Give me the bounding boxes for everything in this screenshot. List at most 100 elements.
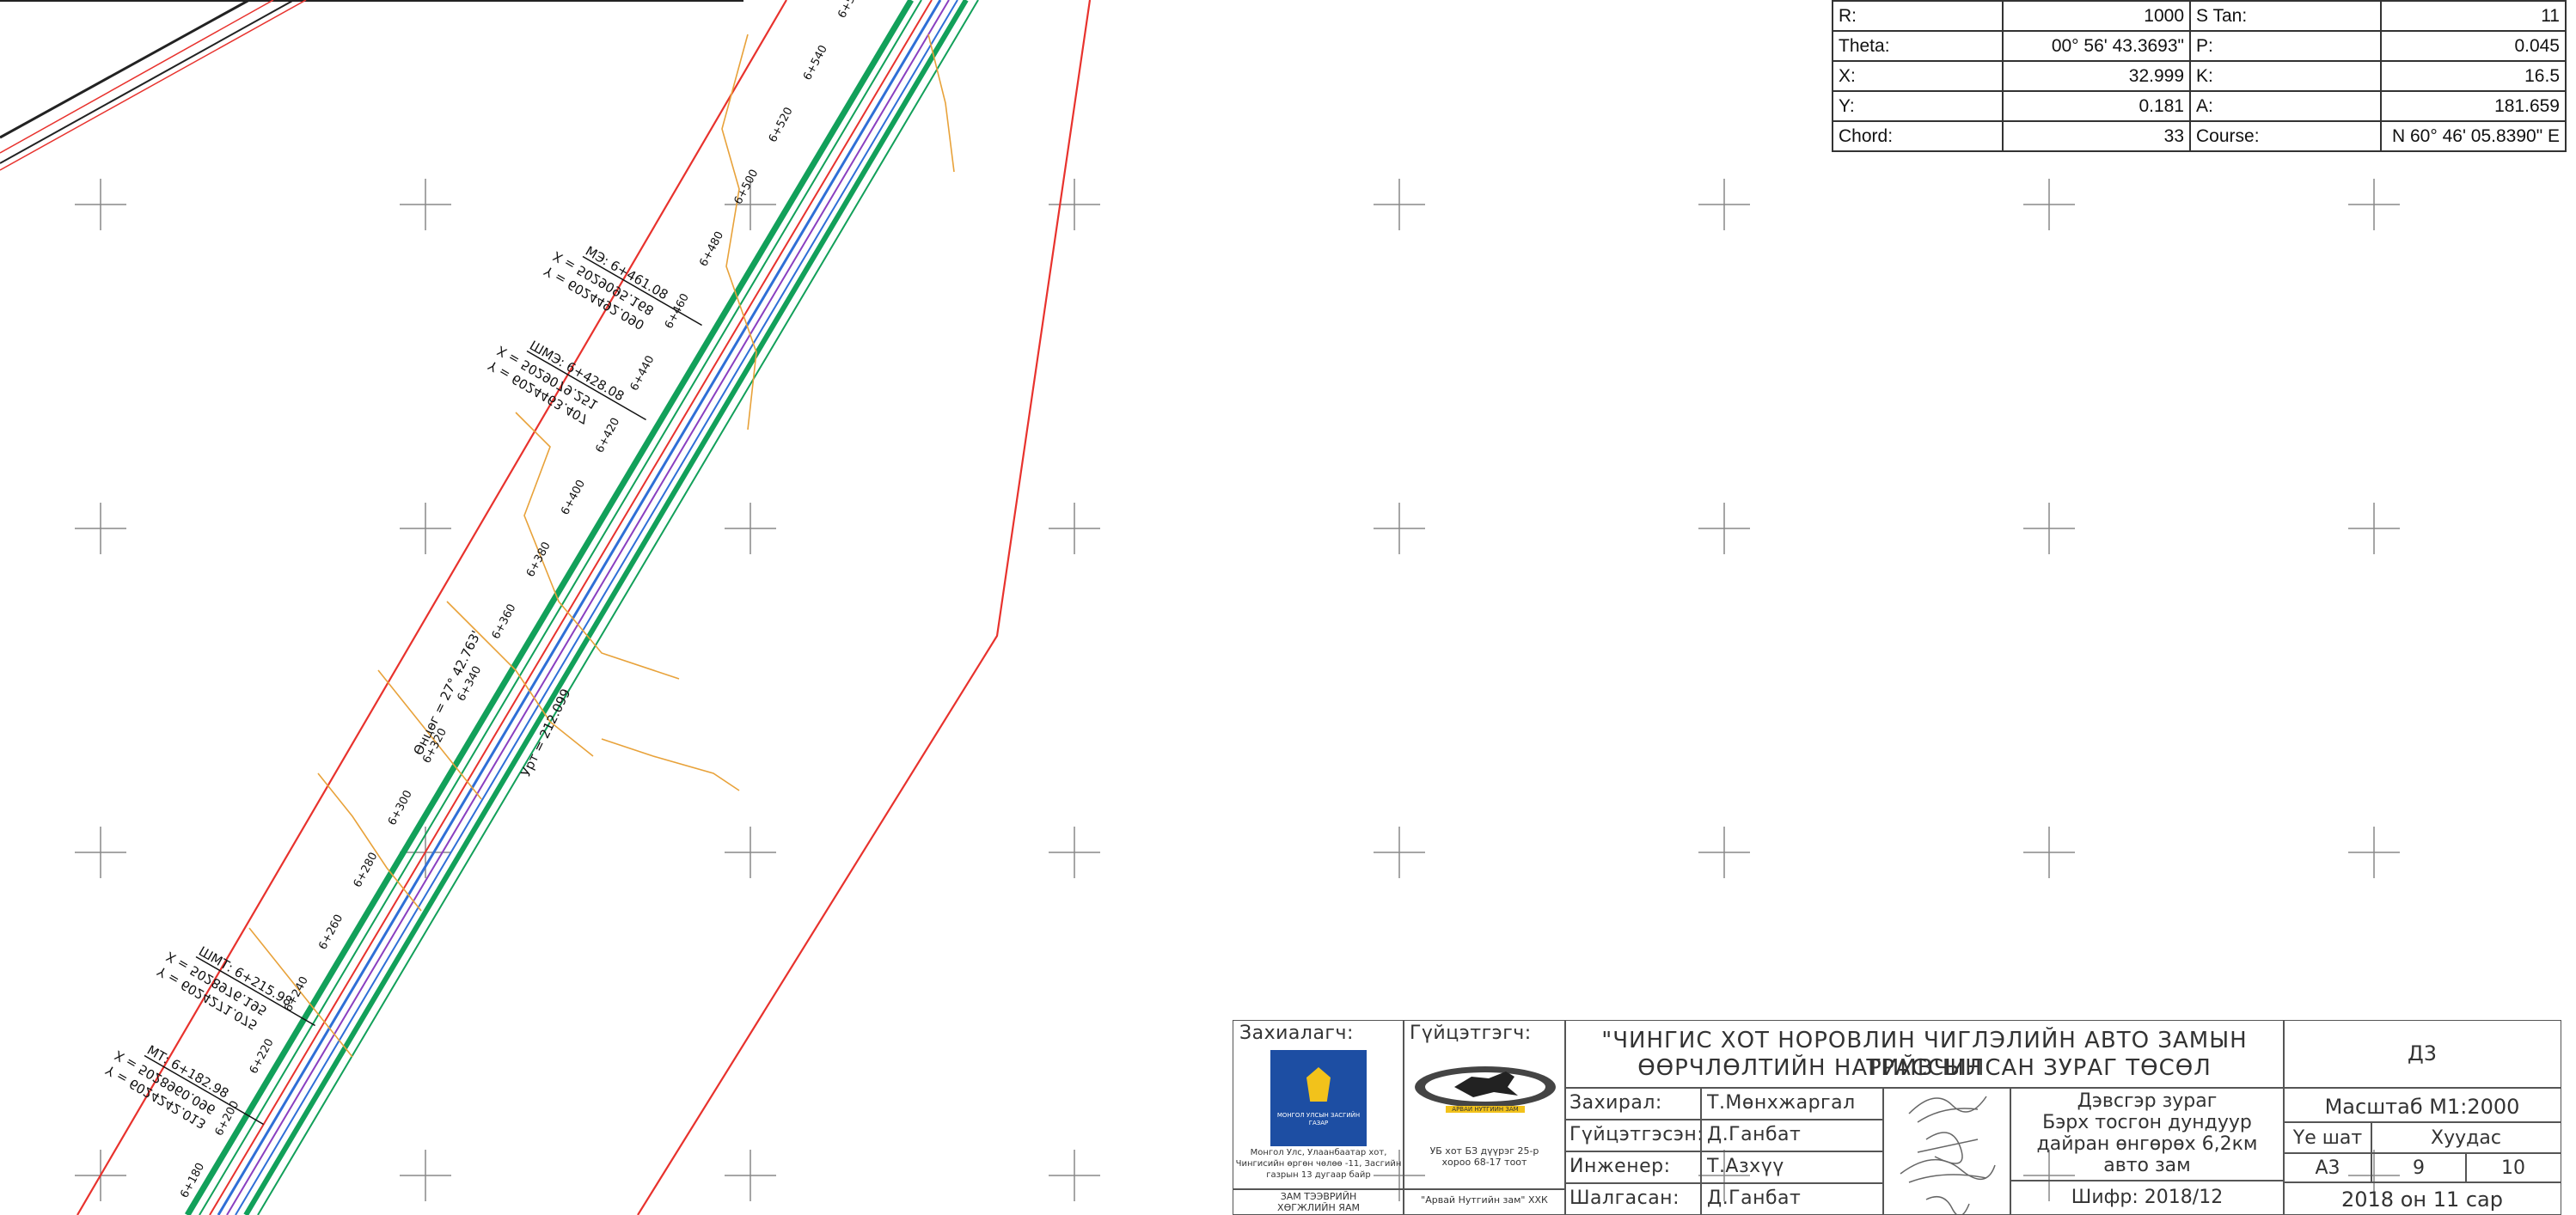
crosshair-mark: [400, 1150, 451, 1201]
contractor-logo: АРВАЙ НУТГИЙН ЗАМ: [1411, 1061, 1559, 1121]
curve-table-value2: 11: [2380, 0, 2567, 32]
person-name: Д.Ганбат: [1707, 1188, 1802, 1209]
curve-table-value: 00° 56' 43.3693": [2002, 30, 2191, 62]
crosshair-mark: [1049, 1150, 1100, 1201]
role-cell: [1564, 1119, 1702, 1152]
client-label: Захиалагч:: [1239, 1023, 1354, 1044]
station-label: 6+420: [593, 416, 622, 455]
crosshair-mark: [400, 179, 451, 230]
curve-table-value: 1000: [2002, 0, 2191, 32]
curve-table-label2: Course:: [2189, 120, 2382, 152]
client-address: Монгол Улс, Улаанбаатар хот, Чингисийн ө…: [1235, 1148, 1402, 1180]
sheet-number: 9: [2413, 1157, 2425, 1179]
crosshair-mark: [725, 827, 776, 878]
project-title-box: [1564, 1020, 2285, 1089]
station-label: 6+560: [835, 0, 865, 21]
role-label: Инженер:: [1569, 1156, 1671, 1177]
crosshair-mark: [1049, 503, 1100, 554]
crosshair-mark: [1698, 827, 1750, 878]
name-cell: [1700, 1087, 1884, 1120]
curve-table-label2: S Tan:: [2189, 0, 2382, 32]
crosshair-mark: [1374, 1150, 1425, 1201]
curve-table-row: Theta: 00° 56' 43.3693" P: 0.045: [1832, 30, 2567, 62]
name-cell: [1700, 1119, 1884, 1152]
crosshair-mark: [2348, 179, 2400, 230]
crosshair-mark: [1698, 179, 1750, 230]
format: А3: [2315, 1157, 2340, 1179]
curve-table-label: Chord:: [1832, 120, 2004, 152]
contractor-logo-text: АРВАЙ НУТГИЙН ЗАМ: [1452, 1106, 1519, 1113]
station-label: 6+480: [697, 229, 726, 269]
station-label: 6+540: [801, 43, 830, 82]
existing-road: [0, 0, 743, 171]
crosshair-mark: [2348, 1150, 2400, 1201]
station-label: 6+400: [559, 478, 588, 517]
curve-table-row: Chord: 33 Course: N 60° 46' 05.8390" E: [1832, 120, 2567, 152]
sheet-label: Хуудас: [2431, 1127, 2501, 1149]
crosshair-mark: [2023, 179, 2075, 230]
station-label: 6+520: [767, 106, 796, 145]
scale: Масштаб М1:2000: [2324, 1096, 2520, 1118]
crosshair-mark: [1049, 179, 1100, 230]
crosshair-mark: [725, 179, 776, 230]
contractor-org: "Арвай Нутгийн зам" ХХК: [1421, 1194, 1548, 1206]
curve-table-row: Y: 0.181 A: 181.659: [1832, 90, 2567, 122]
project-title-line-2: ӨӨРЧЛӨЛТИЙН НАРИЙВЧИЛСАН ЗУРАГ ТӨСӨЛ: [1637, 1055, 2212, 1081]
client-logo: МОНГОЛ УЛСЫН ЗАСГИЙН ГАЗАР: [1270, 1050, 1367, 1146]
crosshair-mark: [1374, 827, 1425, 878]
role-label: Шалгасан:: [1569, 1188, 1680, 1209]
title-block: Захиалагч: МОНГОЛ УЛСЫН ЗАСГИЙН ГАЗАР Мо…: [1233, 1020, 2561, 1215]
station-label: 6+300: [386, 788, 415, 827]
crosshair-mark: [75, 503, 126, 554]
crosshair-mark: [2023, 1150, 2075, 1201]
station-label: 6+360: [490, 602, 519, 642]
sheet-description-box: [2010, 1087, 2285, 1181]
sheet-desc-2: Бэрх тосгон дундуур: [2042, 1112, 2252, 1133]
person-name: Т.Мөнхжаргал: [1707, 1092, 1856, 1114]
role-label: Гүйцэтгэсэн:: [1569, 1124, 1704, 1145]
crosshair-mark: [1374, 179, 1425, 230]
crosshair-mark: [75, 179, 126, 230]
station-label: 6+280: [352, 851, 381, 890]
curve-table-row: R: 1000 S Tan: 11: [1832, 0, 2567, 32]
station-label: 6+260: [316, 913, 346, 952]
curve-table-label: X:: [1832, 60, 2004, 92]
cipher: Шифр: 2018/12: [2071, 1187, 2224, 1208]
name-cell: [1700, 1151, 1884, 1184]
station-label: 6+380: [524, 540, 554, 579]
contractor-address: УБ хот БЗ дүүрэг 25-р хороо 68-17 тоот: [1429, 1145, 1539, 1168]
curve-table-label2: A:: [2189, 90, 2382, 122]
curve-table-label2: P:: [2189, 30, 2382, 62]
role-cell: [1564, 1151, 1702, 1184]
curve-data-table: R: 1000 S Tan: 11 Theta: 00° 56' 43.3693" P: 0.…: [1832, 0, 2567, 152]
sheet-code: Д3: [2407, 1042, 2438, 1065]
crosshair-mark: [725, 1150, 776, 1201]
curve-length-label: Урт = 212.099: [517, 687, 573, 779]
contour-lines: [248, 34, 955, 1058]
sheet-desc-4: авто зам: [2103, 1155, 2191, 1176]
crosshair-mark: [2023, 503, 2075, 554]
station-labels: 6+1806+2006+2206+2406+2606+2806+3006+320…: [178, 0, 865, 1200]
signature-column: [1882, 1087, 2011, 1215]
curve-table-value: 32.999: [2002, 60, 2191, 92]
person-name: Д.Ганбат: [1707, 1124, 1802, 1145]
curve-table-value2: N 60° 46' 05.8390" E: [2380, 120, 2567, 152]
crosshair-mark: [2348, 503, 2400, 554]
role-cell: [1564, 1087, 1702, 1120]
crosshair-mark: [1049, 827, 1100, 878]
person-name: Т.Азхүү: [1707, 1156, 1784, 1177]
project-title-line-1: "ЧИНГИС ХОТ НОРОВЛИН ЧИГЛЭЛИЙН АВТО ЗАМЫ…: [1601, 1028, 2248, 1081]
grid-crosshairs: [75, 179, 2400, 1201]
client-logo-text: МОНГОЛ УЛСЫН ЗАСГИЙН ГАЗАР: [1276, 1112, 1361, 1126]
station-label: 6+440: [628, 354, 658, 394]
curve-table-label: R:: [1832, 0, 2004, 32]
crosshair-mark: [1374, 503, 1425, 554]
crosshair-mark: [2348, 827, 2400, 878]
curve-table-label: Y:: [1832, 90, 2004, 122]
crosshair-mark: [1698, 1150, 1750, 1201]
row-boundaries: [76, 0, 1092, 1215]
client-org: ЗАМ ТЭЭВРИЙН ХӨГЖЛИЙН ЯАМ: [1277, 1191, 1360, 1213]
